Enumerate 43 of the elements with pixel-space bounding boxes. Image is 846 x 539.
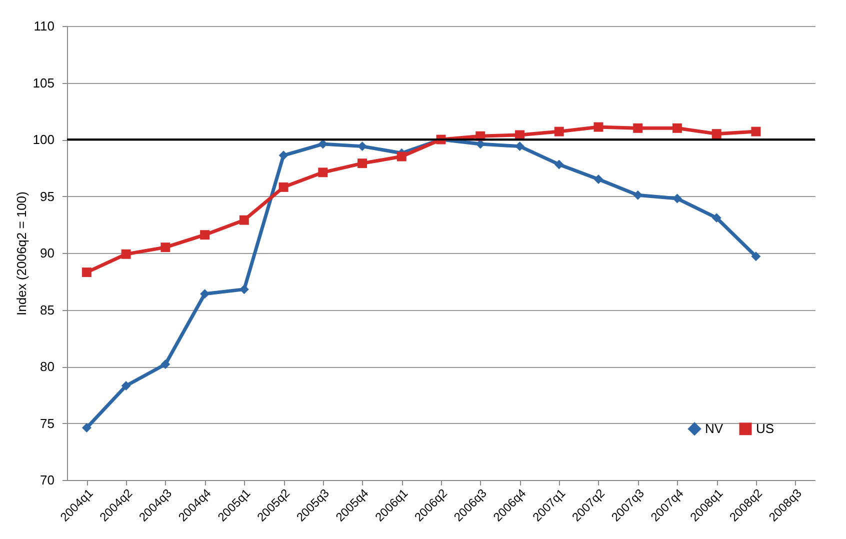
point	[554, 160, 564, 170]
point	[358, 158, 368, 168]
point	[554, 126, 564, 136]
y-tick-label: 100	[32, 132, 54, 147]
legend-label: NV	[705, 420, 724, 436]
y-tick-label: 85	[40, 302, 54, 318]
y-tick-label: 75	[40, 416, 54, 431]
point	[358, 142, 368, 152]
y-tick-label: 70	[40, 472, 54, 488]
y-tick-label: 110	[34, 18, 54, 34]
y-tick-label: 80	[40, 359, 54, 374]
point	[751, 252, 761, 262]
point	[594, 174, 604, 184]
point	[396, 152, 406, 162]
point	[121, 249, 131, 259]
point	[672, 194, 682, 204]
y-axis-title: Index (2006q2 = 100)	[14, 192, 29, 316]
point	[82, 423, 92, 433]
point	[633, 190, 643, 200]
point	[160, 242, 170, 252]
point	[239, 284, 249, 294]
point	[633, 123, 643, 133]
point	[200, 230, 210, 240]
point	[121, 381, 131, 391]
point	[318, 139, 328, 149]
point	[318, 168, 328, 178]
point	[476, 139, 486, 149]
point	[82, 268, 92, 278]
point	[200, 289, 210, 299]
y-tick-label: 90	[40, 246, 54, 260]
point	[672, 123, 682, 133]
point	[160, 359, 170, 369]
point	[751, 126, 761, 136]
point	[712, 213, 722, 223]
point	[239, 215, 249, 225]
legend-label: US	[756, 420, 774, 436]
point	[712, 129, 722, 139]
point	[278, 182, 288, 192]
y-tick-label: 95	[40, 188, 54, 204]
y-tick-label: 105	[32, 75, 54, 90]
point	[278, 150, 288, 160]
point	[514, 142, 524, 152]
point	[594, 122, 604, 132]
